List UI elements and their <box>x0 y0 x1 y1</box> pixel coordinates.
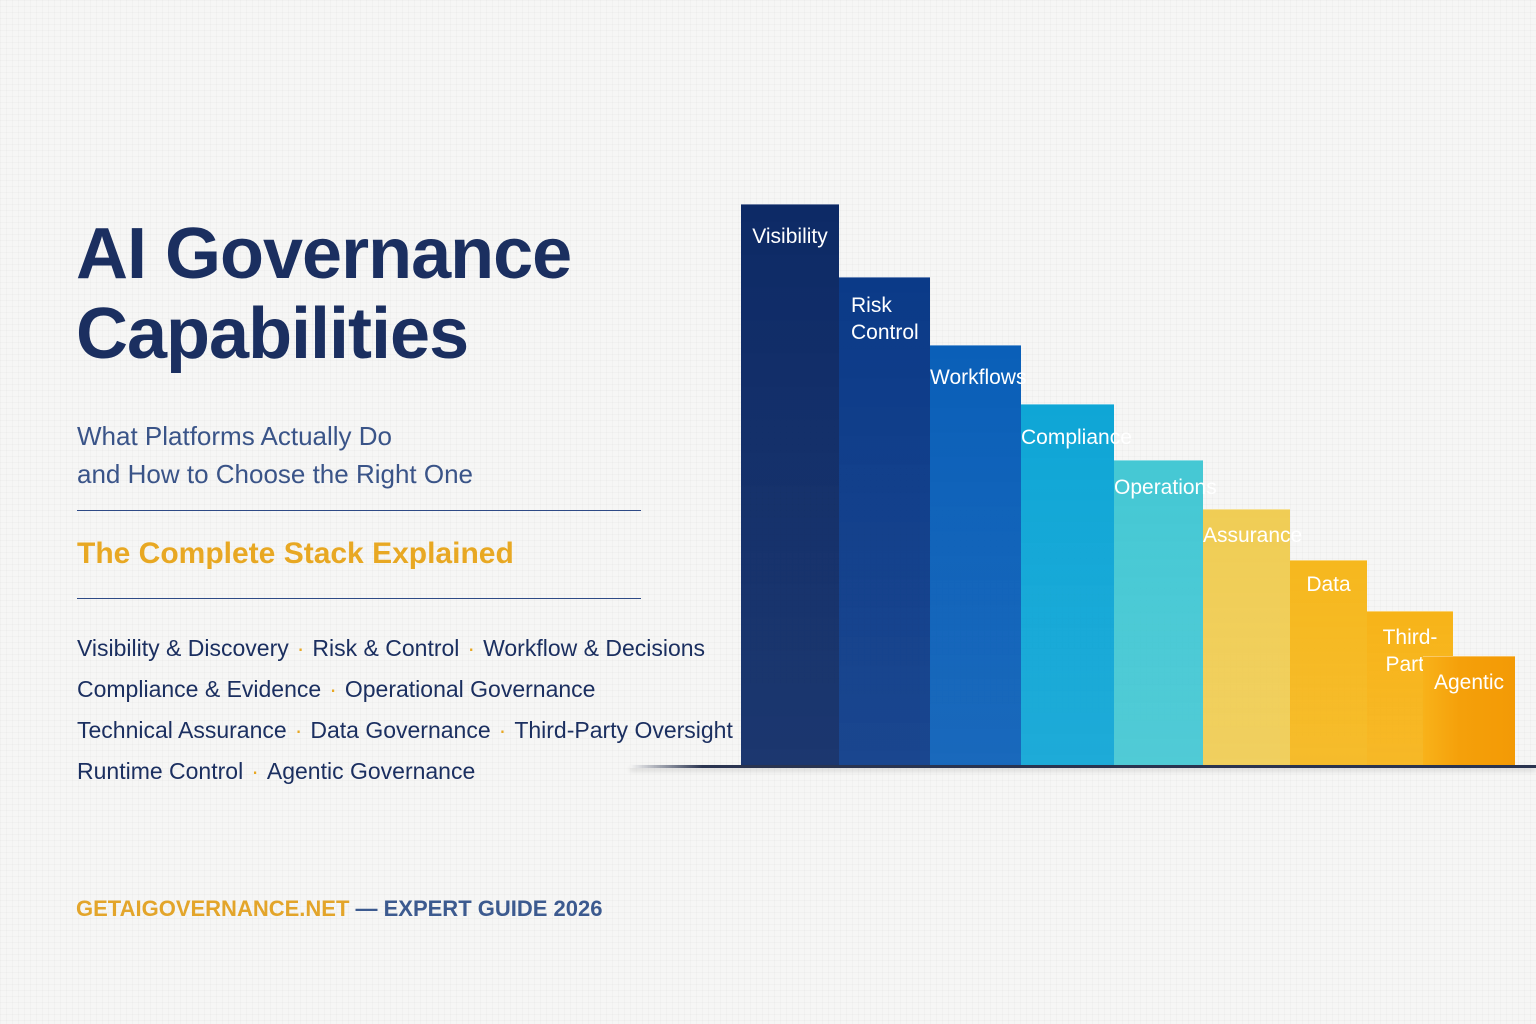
title-line-1: AI Governance <box>76 214 572 294</box>
title-line-2: Capabilities <box>76 294 469 374</box>
bar-label-line2: Control <box>851 321 919 344</box>
stack-bar-label: Risk Control <box>851 292 930 346</box>
capabilities-list: Visibility & Discovery · Risk & Control · Wo… <box>77 628 733 792</box>
stack-bar: Agentic <box>1423 656 1515 766</box>
stack-baseline <box>630 765 1536 768</box>
bar-label-line1: Operations <box>1114 476 1217 499</box>
capability-item: Operational Governance <box>344 676 596 702</box>
separator-dot: · <box>251 758 259 784</box>
stack-bar-label: Third-Party <box>1367 624 1453 678</box>
stack-bar-label: Workflows <box>930 364 1026 391</box>
bar-label-line1: Agentic <box>1433 671 1505 694</box>
capability-item: Risk & Control <box>312 635 460 661</box>
separator-dot: · <box>294 717 303 743</box>
bar-label-line1: Assurance <box>1203 524 1303 547</box>
subtitle: What Platforms Actually Do and How to Cho… <box>77 417 473 493</box>
stack-bar-label: Compliance <box>1021 424 1132 451</box>
stack-bar-label: Assurance <box>1203 522 1302 549</box>
capabilities-row: Visibility & Discovery · Risk & Control · Wo… <box>77 628 733 669</box>
stack-bar: Workflows <box>930 345 1026 766</box>
stack-bar: Visibility <box>741 204 839 766</box>
stack-bar: Compliance <box>1021 404 1132 766</box>
bar-label-line1: Third-Party <box>1382 626 1438 676</box>
separator-dot: · <box>498 717 507 743</box>
subtitle-line-2: and How to Choose the Right One <box>77 459 474 489</box>
bar-label-line1: Visibility <box>752 225 828 248</box>
separator-dot: · <box>467 635 476 661</box>
capabilities-row: Runtime Control · Agentic Governance <box>77 751 733 792</box>
footer-site: GETAIGOVERNANCE.NET <box>76 896 350 921</box>
bar-label-line1: Data <box>1306 573 1351 596</box>
stack-bar: Operations <box>1114 460 1217 766</box>
bar-label-line1: Workflows <box>930 366 1027 389</box>
capabilities-row: Compliance & Evidence · Operational Govern… <box>77 669 733 710</box>
page-title: AI Governance Capabilities <box>76 214 572 374</box>
subtitle-line-1: What Platforms Actually Do <box>77 421 392 451</box>
stack-bar-label: Agentic <box>1423 669 1515 696</box>
separator-dot: · <box>329 676 337 702</box>
stack-bar-label: Data <box>1290 571 1367 598</box>
footer: GETAIGOVERNANCE.NET — EXPERT GUIDE 2026 <box>76 896 602 922</box>
stack-bar: Data <box>1290 560 1367 766</box>
bar-label-line1: Compliance <box>1021 426 1132 449</box>
divider-top <box>77 510 641 511</box>
footer-guide: — EXPERT GUIDE 2026 <box>349 896 603 921</box>
capability-item: Workflow & Decisions <box>483 635 706 661</box>
stack-bar-label: Operations <box>1114 474 1217 501</box>
capability-item: Compliance & Evidence <box>77 676 322 702</box>
stack-bar: Assurance <box>1203 509 1302 766</box>
capability-item: Technical Assurance <box>77 717 287 743</box>
separator-dot: · <box>296 635 305 661</box>
bar-label-line1: Risk <box>851 294 892 317</box>
capability-item: Runtime Control <box>77 758 244 784</box>
capability-item: Agentic Governance <box>266 758 476 784</box>
capability-item: Third-Party Oversight <box>514 717 733 743</box>
capability-item: Data Governance <box>310 717 491 743</box>
stack-bar: Risk Control <box>839 277 930 766</box>
tagline: The Complete Stack Explained <box>77 537 514 570</box>
divider-bottom <box>77 598 641 599</box>
capabilities-row: Technical Assurance · Data Governance · Thir… <box>77 710 733 751</box>
capability-item: Visibility & Discovery <box>77 635 289 661</box>
stack-bar-label: Visibility <box>741 223 839 250</box>
